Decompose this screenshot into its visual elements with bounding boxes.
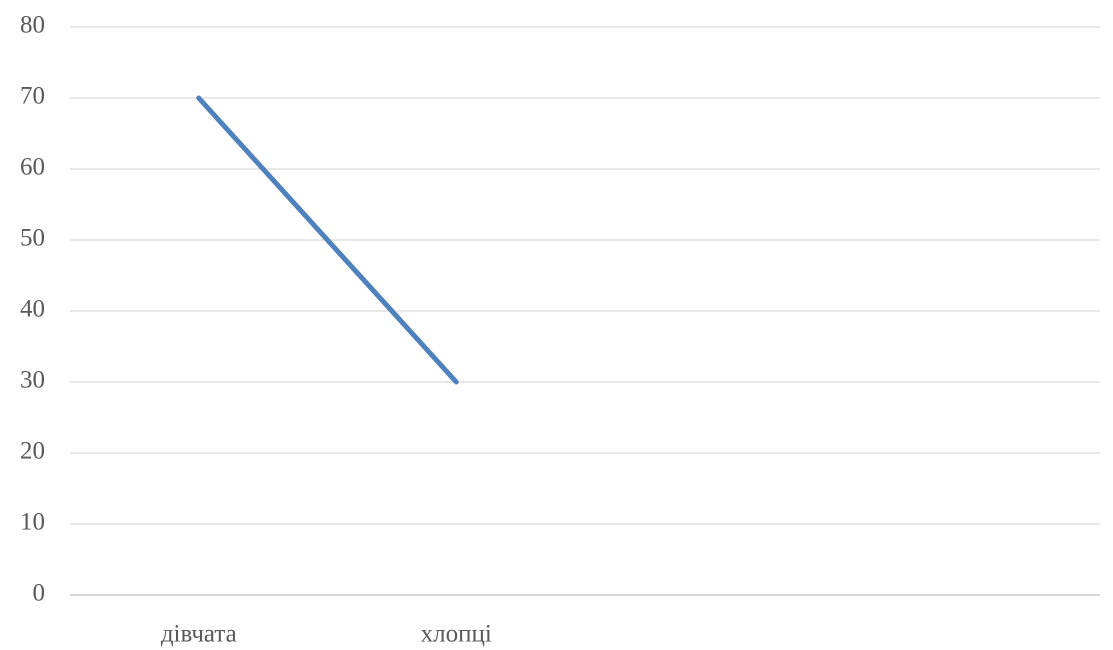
- y-tick-label: 70: [20, 83, 45, 110]
- x-tick-label: дівчата: [161, 621, 237, 648]
- x-tick-label: хлопці: [421, 621, 492, 648]
- y-tick-label: 20: [20, 438, 45, 465]
- y-tick-label: 40: [20, 296, 45, 323]
- y-tick-label: 30: [20, 367, 45, 394]
- y-tick-label: 60: [20, 154, 45, 181]
- y-tick-label: 80: [20, 12, 45, 39]
- line-series: [196, 95, 459, 385]
- y-tick-label: 50: [20, 225, 45, 252]
- y-tick-label: 10: [20, 509, 45, 536]
- y-tick-label: 0: [33, 580, 46, 607]
